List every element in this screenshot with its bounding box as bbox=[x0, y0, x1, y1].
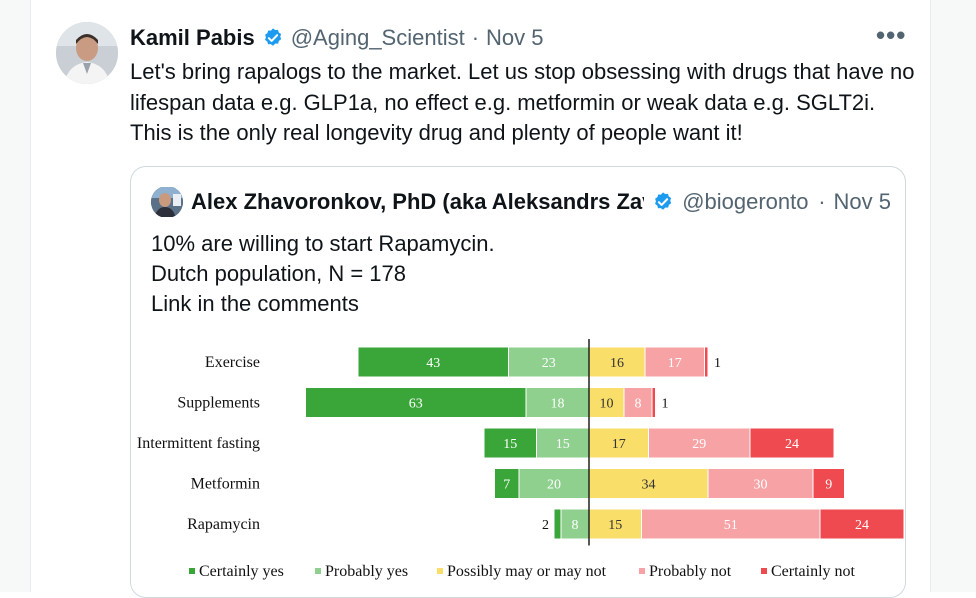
avatar-image bbox=[56, 22, 118, 84]
bar-segment bbox=[704, 346, 709, 378]
verified-badge-icon bbox=[264, 28, 281, 46]
bar-value-label: 18 bbox=[551, 397, 565, 412]
legend-swatch bbox=[639, 568, 645, 574]
quote-author-name[interactable]: Alex Zhavoronkov, PhD (aka Aleksandrs Za… bbox=[191, 189, 644, 214]
bar-value-label: 17 bbox=[612, 437, 626, 452]
bar-value-label: 20 bbox=[547, 478, 561, 493]
bar-segment bbox=[357, 346, 509, 378]
bar-value-label: 51 bbox=[724, 518, 738, 533]
quote-date[interactable]: Nov 5 bbox=[833, 189, 891, 214]
bar-value-label: 17 bbox=[668, 356, 682, 371]
quote-line: 10% are willing to start Rapamycin. bbox=[151, 231, 495, 256]
right-margin bbox=[930, 0, 976, 592]
tweet-text: Let's bring rapalogs to the market. Let … bbox=[130, 59, 915, 145]
quote-author-handle[interactable]: @biogerontology bbox=[682, 189, 810, 214]
bar-segment bbox=[560, 508, 590, 540]
category-label: Exercise bbox=[205, 354, 260, 371]
author-avatar[interactable] bbox=[56, 22, 118, 84]
author-name[interactable]: Kamil Pabis bbox=[130, 25, 255, 50]
legend-label: Certainly not bbox=[771, 563, 856, 580]
legend-swatch bbox=[761, 568, 767, 574]
bar-value-label: 16 bbox=[610, 356, 624, 371]
bar-value-label: 1 bbox=[714, 356, 721, 371]
bar-value-label: 15 bbox=[556, 437, 570, 452]
bar-segment bbox=[305, 387, 527, 418]
category-label: Rapamycin bbox=[187, 516, 260, 533]
quoted-tweet[interactable]: Alex Zhavoronkov, PhD (aka Aleksandrs Za… bbox=[130, 166, 906, 598]
quote-author-avatar[interactable] bbox=[151, 187, 183, 217]
bar-value-label: 34 bbox=[642, 478, 656, 493]
legend-label: Probably yes bbox=[325, 563, 408, 580]
quote-header: Alex Zhavoronkov, PhD (aka Aleksandrs Za… bbox=[151, 187, 891, 217]
bar-segment bbox=[648, 427, 751, 459]
legend-swatch bbox=[189, 568, 195, 574]
legend-label: Certainly yes bbox=[199, 563, 284, 580]
bar-segment bbox=[651, 387, 656, 418]
survey-chart[interactable]: Exercise 43 23 16 17 1 Supplements 63 18 10 8 1 Inte… bbox=[131, 337, 905, 597]
tweet-header: Kamil Pabis @Aging_Scientist · Nov 5 bbox=[130, 24, 544, 52]
bar-value-label: 63 bbox=[409, 397, 423, 412]
quote-avatar-image bbox=[151, 187, 183, 217]
bar-segment bbox=[588, 508, 642, 540]
bar-segment bbox=[525, 387, 590, 418]
bar-segment bbox=[812, 468, 845, 499]
bar-segment bbox=[483, 427, 537, 459]
legend-label: Probably not bbox=[649, 563, 732, 580]
left-margin bbox=[0, 0, 31, 592]
bar-segment bbox=[553, 508, 562, 540]
more-options-icon[interactable]: ••• bbox=[876, 20, 907, 50]
bar-value-label: 24 bbox=[855, 518, 869, 533]
bar-value-label: 2 bbox=[542, 518, 549, 533]
author-handle[interactable]: @Aging_Scientist bbox=[290, 25, 465, 50]
category-label: Metformin bbox=[191, 476, 260, 493]
bar-value-label: 15 bbox=[503, 437, 517, 452]
bar-segment bbox=[641, 508, 821, 540]
bar-value-label: 8 bbox=[635, 397, 642, 412]
bar-value-label: 24 bbox=[785, 437, 799, 452]
quote-verified-badge-icon bbox=[655, 192, 672, 210]
category-label: Intermittent fasting bbox=[137, 435, 260, 452]
bar-value-label: 29 bbox=[692, 437, 706, 452]
bar-segment bbox=[644, 346, 705, 378]
bar-segment bbox=[749, 427, 835, 459]
bar-segment bbox=[707, 468, 814, 499]
bar-segment bbox=[494, 468, 520, 499]
legend-swatch bbox=[437, 568, 443, 574]
bar-value-label: 43 bbox=[426, 356, 440, 371]
bar-value-label: 7 bbox=[503, 478, 510, 493]
bar-segment bbox=[588, 387, 625, 418]
legend-swatch bbox=[315, 568, 321, 574]
bar-value-label: 10 bbox=[600, 397, 614, 412]
tweet-date[interactable]: Nov 5 bbox=[486, 25, 544, 50]
quote-text: 10% are willing to start Rapamycin. Dutc… bbox=[151, 229, 495, 319]
legend-label: Possibly may or may not bbox=[447, 563, 607, 580]
bar-value-label: 23 bbox=[542, 356, 556, 371]
bar-segment bbox=[508, 346, 590, 378]
category-label: Supplements bbox=[177, 395, 260, 412]
bar-segment bbox=[518, 468, 590, 499]
bar-value-label: 9 bbox=[825, 478, 832, 493]
bar-segment bbox=[588, 468, 709, 499]
quote-line: Link in the comments bbox=[151, 291, 359, 316]
bar-value-label: 8 bbox=[572, 518, 579, 533]
quote-separator-dot: · bbox=[818, 189, 826, 214]
quote-line: Dutch population, N = 178 bbox=[151, 261, 407, 286]
bar-segment bbox=[819, 508, 905, 540]
bar-value-label: 15 bbox=[608, 518, 622, 533]
bar-value-label: 30 bbox=[754, 478, 768, 493]
separator-dot: · bbox=[471, 25, 480, 50]
bar-value-label: 1 bbox=[662, 397, 669, 412]
